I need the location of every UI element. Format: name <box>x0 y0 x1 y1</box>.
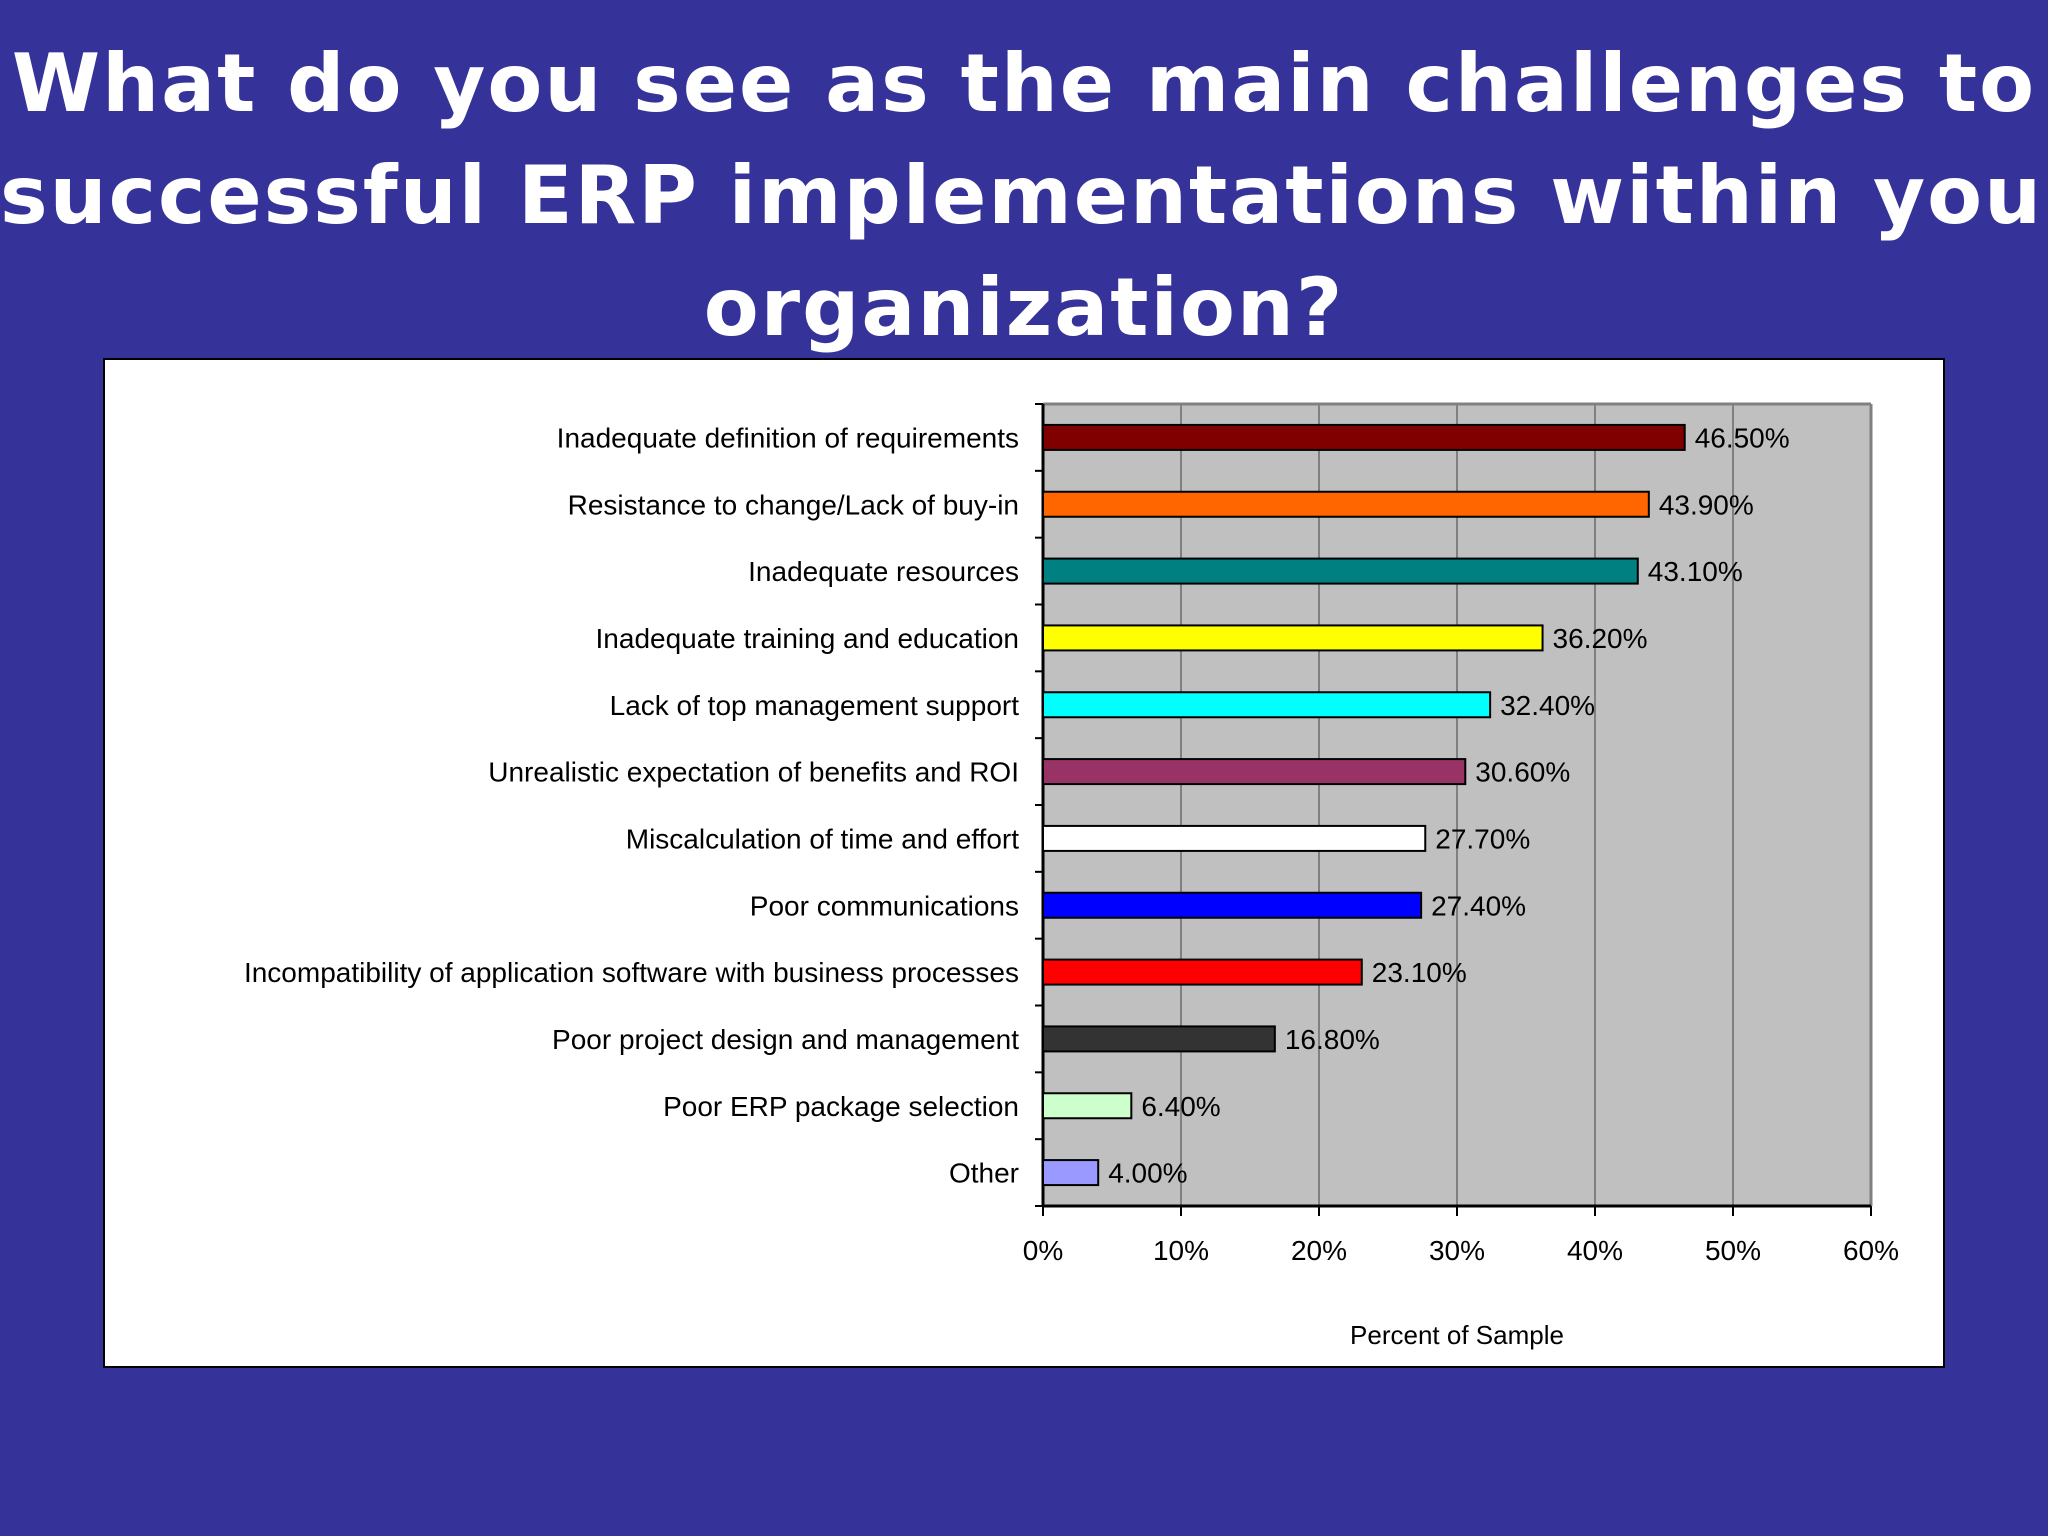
data-label: 6.40% <box>1141 1091 1220 1122</box>
category-label: Lack of top management support <box>610 690 1020 721</box>
bar <box>1042 891 1423 919</box>
data-label: 23.10% <box>1372 957 1467 988</box>
bar <box>1042 557 1639 585</box>
bar <box>1042 1159 1100 1187</box>
data-label: 32.40% <box>1500 690 1595 721</box>
bar <box>1042 423 1686 451</box>
bar <box>1042 624 1544 652</box>
category-label: Inadequate definition of requirements <box>557 422 1019 453</box>
category-label: Poor ERP package selection <box>663 1091 1019 1122</box>
labels: 0% 10% 20% 30% 40% 50% 60% Inadequate definitio… <box>244 422 1899 1266</box>
data-label: 30.60% <box>1475 757 1570 788</box>
x-tick-label: 60% <box>1843 1235 1899 1266</box>
data-label: 27.40% <box>1431 890 1526 921</box>
x-tick-label: 40% <box>1567 1235 1623 1266</box>
bar <box>1042 691 1492 719</box>
bar <box>1042 490 1650 518</box>
bar <box>1042 758 1467 786</box>
chart-frame: 0% 10% 20% 30% 40% 50% 60% Inadequate definitio… <box>103 358 1945 1368</box>
data-label: 36.20% <box>1553 623 1648 654</box>
category-label: Poor communications <box>750 890 1019 921</box>
bar <box>1042 1025 1276 1053</box>
x-tick-label: 50% <box>1705 1235 1761 1266</box>
x-tick-label: 0% <box>1023 1235 1063 1266</box>
title-line-1: What do you see as the main challenges t… <box>11 37 2037 130</box>
data-label: 27.70% <box>1435 823 1530 854</box>
gridlines <box>1035 402 1873 1216</box>
category-label: Inadequate training and education <box>596 623 1019 654</box>
bar <box>1042 824 1427 852</box>
x-tick-label: 10% <box>1153 1235 1209 1266</box>
category-label: Miscalculation of time and effort <box>626 823 1019 854</box>
data-label: 43.10% <box>1648 556 1743 587</box>
slide-title: What do you see as the main challenges t… <box>0 28 2048 364</box>
bar <box>1042 1092 1133 1120</box>
x-tick-label: 30% <box>1429 1235 1485 1266</box>
x-axis-title: Percent of Sample <box>1350 1320 1564 1350</box>
x-tick-label: 20% <box>1291 1235 1347 1266</box>
title-line-2: successful ERP implementations within yo… <box>0 149 2048 242</box>
category-label: Inadequate resources <box>748 556 1019 587</box>
bar-chart: 0% 10% 20% 30% 40% 50% 60% Inadequate definitio… <box>244 402 1899 1350</box>
data-label: 4.00% <box>1108 1158 1187 1189</box>
title-line-3: organization? <box>703 261 1345 354</box>
category-label: Resistance to change/Lack of buy-in <box>568 489 1019 520</box>
bars <box>1042 423 1686 1187</box>
category-label: Poor project design and management <box>552 1024 1019 1055</box>
bar <box>1042 958 1363 986</box>
category-label: Other <box>949 1158 1019 1189</box>
category-label: Unrealistic expectation of benefits and … <box>488 757 1019 788</box>
data-label: 16.80% <box>1285 1024 1380 1055</box>
data-label: 46.50% <box>1695 422 1790 453</box>
data-label: 43.90% <box>1659 489 1754 520</box>
category-label: Incompatibility of application software … <box>244 957 1019 988</box>
